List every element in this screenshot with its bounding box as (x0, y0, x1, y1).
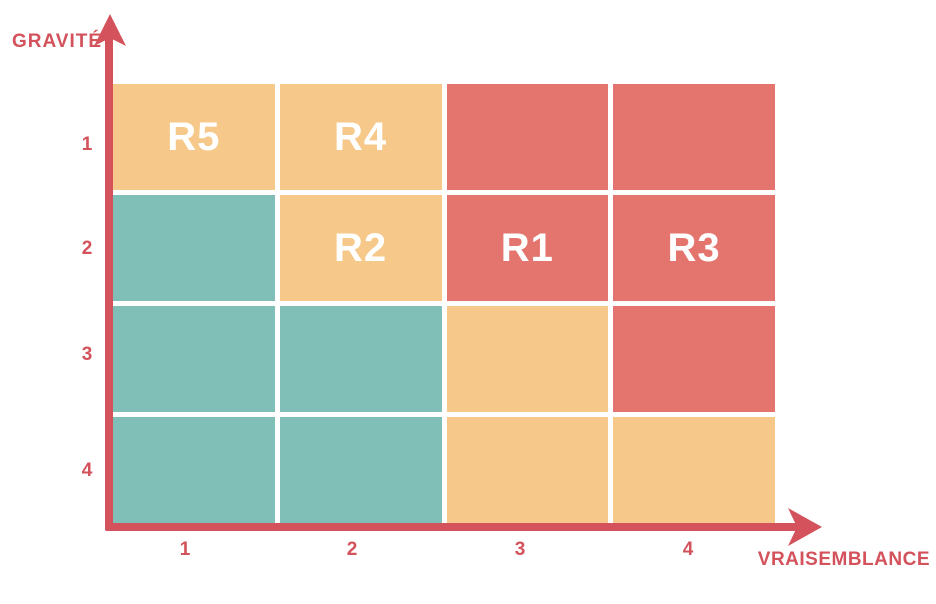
risk-label-r5: R5 (167, 114, 221, 159)
cell-gravite1-vraisemblance4 (613, 84, 775, 190)
cell-gravite1-vraisemblance1: R5 (113, 84, 275, 190)
x-tick-2: 2 (346, 539, 358, 560)
cell-gravite1-vraisemblance2: R4 (279, 84, 442, 190)
risk-label-r4: R4 (334, 114, 388, 159)
cell-gravite4-vraisemblance4 (613, 417, 775, 523)
y-tick-2: 2 (81, 238, 93, 259)
cell-gravite2-vraisemblance1 (113, 195, 275, 301)
cell-gravite2-vraisemblance3: R1 (446, 195, 609, 301)
x-tick-3: 3 (514, 539, 526, 560)
cell-gravite2-vraisemblance4: R3 (613, 195, 775, 301)
y-tick-3: 3 (81, 344, 93, 365)
y-tick-4: 4 (81, 460, 93, 481)
cell-gravite2-vraisemblance2: R2 (279, 195, 442, 301)
x-axis-line (105, 523, 797, 531)
x-axis-title: VRAISEMBLANCE (757, 549, 930, 570)
cell-gravite4-vraisemblance1 (113, 417, 275, 523)
cell-gravite3-vraisemblance2 (279, 306, 442, 412)
y-axis-title: GRAVITÉ (12, 31, 103, 52)
cell-gravite3-vraisemblance3 (446, 306, 609, 412)
risk-label-r3: R3 (667, 225, 721, 270)
risk-label-r2: R2 (334, 225, 388, 270)
y-tick-1: 1 (81, 134, 93, 155)
cell-gravite3-vraisemblance4 (613, 306, 775, 412)
cell-gravite4-vraisemblance3 (446, 417, 609, 523)
x-tick-4: 4 (682, 539, 694, 560)
x-tick-1: 1 (179, 539, 191, 560)
cell-gravite4-vraisemblance2 (279, 417, 442, 523)
arrow-right-icon (788, 508, 822, 551)
risk-label-r1: R1 (500, 225, 554, 270)
cell-gravite3-vraisemblance1 (113, 306, 275, 412)
risk-matrix-grid: R5 R4 R2 R1 R3 (113, 84, 775, 523)
y-axis-line (105, 36, 113, 531)
arrow-up-icon (94, 14, 126, 53)
cell-gravite1-vraisemblance3 (446, 84, 609, 190)
